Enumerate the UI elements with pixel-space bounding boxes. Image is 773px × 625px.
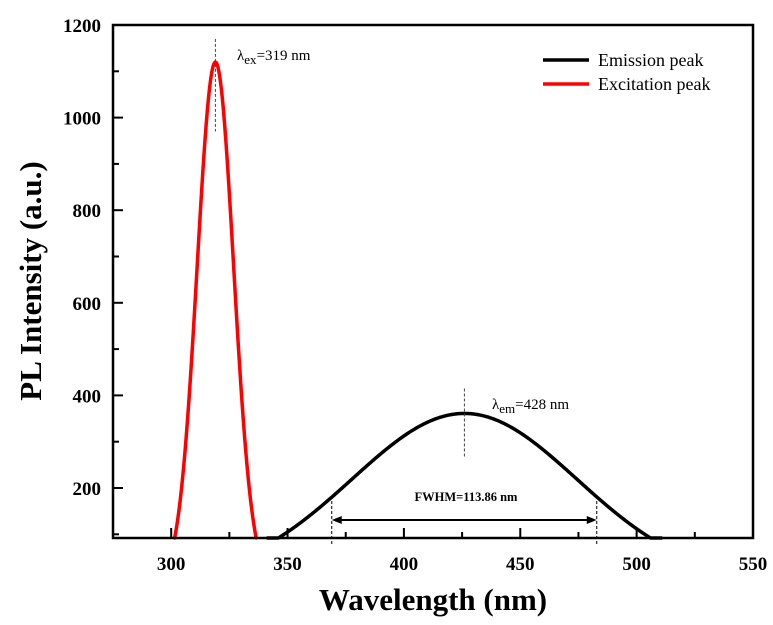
y-tick-label: 1200 xyxy=(63,16,101,37)
fwhm-label: FWHM=113.86 nm xyxy=(415,490,519,504)
y-tick-label: 200 xyxy=(73,479,102,500)
y-tick-label: 400 xyxy=(73,386,102,407)
x-tick-label: 500 xyxy=(622,554,651,575)
y-axis-title: PL Intensity (a.u.) xyxy=(13,161,48,400)
legend-label-excitation: Excitation peak xyxy=(598,74,710,94)
x-tick-label: 400 xyxy=(390,554,419,575)
y-tick-label: 600 xyxy=(73,294,102,315)
y-tick-label: 800 xyxy=(73,201,102,222)
emission-value: =428 nm xyxy=(515,397,569,413)
x-tick-label: 300 xyxy=(157,554,186,575)
lambda-symbol: λ xyxy=(237,48,245,64)
subscript-ex: ex xyxy=(244,52,257,67)
x-tick-label: 350 xyxy=(273,554,302,575)
excitation-value: =319 nm xyxy=(257,48,311,64)
excitation-peak-label: λex=319 nm xyxy=(237,48,311,67)
excitation-peak-curve xyxy=(172,60,258,540)
fwhm-arrow-left-head xyxy=(331,516,342,524)
plot-frame xyxy=(111,23,755,540)
y-tick-label: 1000 xyxy=(63,109,101,130)
x-axis-ticks: 300 350 400 450 500 550 xyxy=(112,528,768,575)
legend: Emission peak Excitation peak xyxy=(543,50,710,94)
subscript-em: em xyxy=(499,401,515,416)
y-axis-ticks: 200 400 600 800 1000 1200 xyxy=(63,16,123,536)
x-axis-title: Wavelength (nm) xyxy=(319,582,547,617)
curves-layer xyxy=(172,60,663,540)
guides-layer xyxy=(214,38,598,546)
lambda-symbol: λ xyxy=(492,397,500,413)
fwhm-arrow-right-head xyxy=(586,516,597,524)
x-tick-label: 550 xyxy=(739,554,768,575)
legend-label-emission: Emission peak xyxy=(598,50,704,70)
x-tick-label: 450 xyxy=(506,554,535,575)
emission-peak-label: λem=428 nm xyxy=(492,397,569,416)
